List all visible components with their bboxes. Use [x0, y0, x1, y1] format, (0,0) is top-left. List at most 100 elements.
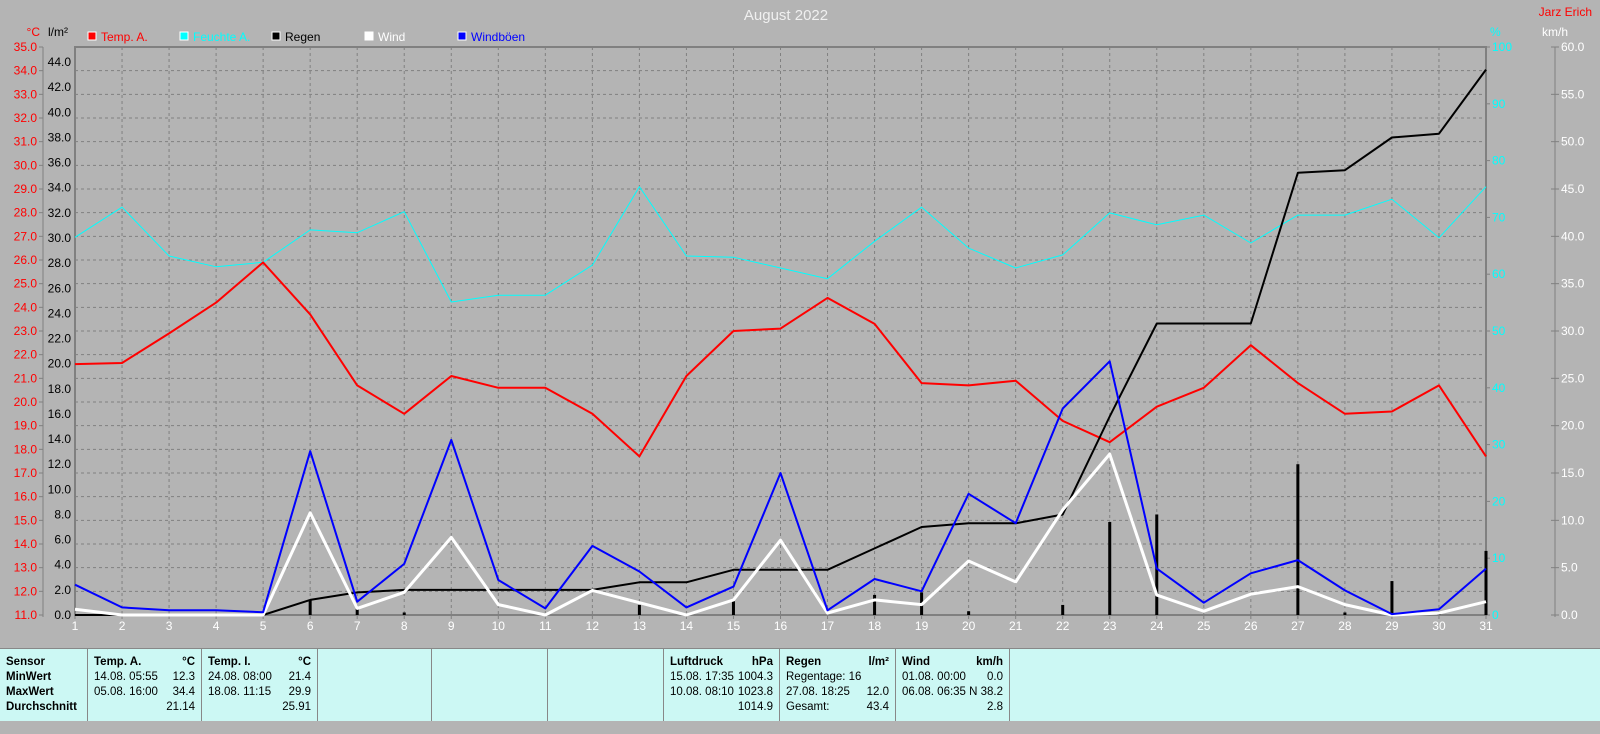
- x-tick-label: 16: [774, 619, 788, 633]
- wind-avg: 2.8: [987, 701, 1003, 713]
- temp-tick-label: 17.0: [14, 466, 38, 480]
- x-tick-label: 6: [307, 619, 314, 633]
- x-tick-label: 31: [1479, 619, 1493, 633]
- wind-column: Wind km/h 01.08. 00:00 0.0 06.08. 06:35 N 3…: [896, 649, 1010, 721]
- temp-tick-label: 20.0: [14, 395, 38, 409]
- rain-tick-label: 10.0: [48, 482, 72, 496]
- rain-tick-label: 30.0: [48, 231, 72, 245]
- rain-total-label: Gesamt:: [786, 701, 830, 713]
- temp-tick-label: 32.0: [14, 111, 38, 125]
- rain-tick-label: 36.0: [48, 156, 72, 170]
- legend-swatch-wind: [364, 31, 374, 41]
- wind-tick-label: 30.0: [1561, 324, 1585, 338]
- humidity-tick-label: 100: [1492, 40, 1512, 54]
- series-line-regen: [75, 69, 1487, 616]
- empty-column: [548, 649, 664, 721]
- temp-i-min-time: 24.08. 08:00: [208, 671, 272, 683]
- daily-rain-bar: [1061, 604, 1065, 615]
- humidity-tick-label: 10: [1492, 551, 1506, 565]
- daily-rain-bar: [1390, 581, 1394, 615]
- humidity-tick-label: 60: [1492, 267, 1506, 281]
- series-line-windben: [74, 360, 1487, 616]
- temp-tick-label: 15.0: [14, 513, 38, 527]
- x-tick-label: 22: [1056, 619, 1070, 633]
- temp-i-column: Temp. I. °C 24.08. 08:00 21.4 18.08. 11:15…: [202, 649, 318, 721]
- legend-label: Windböen: [471, 30, 525, 44]
- legend-swatch-windben: [457, 31, 467, 41]
- rain-column: Regen l/m² Regentage: 16 27.08. 18:25 12.0…: [780, 649, 896, 721]
- temp-tick-label: 34.0: [14, 64, 38, 78]
- pressure-min-time: 15.08. 17:35: [670, 671, 734, 683]
- temp-a-title: Temp. A.: [94, 656, 142, 668]
- daily-rain-bar: [1484, 550, 1488, 615]
- wind-tick-label: 35.0: [1561, 277, 1585, 291]
- label-sensor: Sensor: [6, 656, 45, 668]
- x-tick-label: 8: [401, 619, 408, 633]
- temp-tick-label: 19.0: [14, 419, 38, 433]
- humidity-tick-label: 30: [1492, 438, 1506, 452]
- x-tick-label: 18: [868, 619, 882, 633]
- rain-tick-label: 24.0: [48, 306, 72, 320]
- x-tick-label: 2: [119, 619, 126, 633]
- temp-i-unit: °C: [298, 656, 311, 668]
- temp-axis-unit: °C: [27, 25, 41, 39]
- x-tick-label: 11: [539, 619, 552, 633]
- series-line-feuchtea: [74, 186, 1487, 303]
- wind-tick-label: 5.0: [1561, 561, 1578, 575]
- pressure-unit: hPa: [751, 656, 773, 668]
- temp-tick-label: 33.0: [14, 87, 38, 101]
- x-tick-label: 1: [72, 619, 79, 633]
- x-tick-label: 4: [213, 619, 220, 633]
- pressure-max-time: 10.08. 08:10: [670, 686, 734, 698]
- series-line-wind: [74, 452, 1487, 617]
- temp-tick-label: 31.0: [14, 135, 38, 149]
- label-max: MaxWert: [6, 686, 54, 698]
- daily-rain-bar: [402, 612, 406, 615]
- daily-rain-bar: [873, 594, 877, 615]
- temp-i-min: 21.4: [288, 671, 311, 683]
- x-tick-label: 26: [1244, 619, 1258, 633]
- wind-max-time: 06.08. 06:35: [902, 686, 966, 698]
- x-tick-label: 14: [680, 619, 694, 633]
- chart-title: August 2022: [744, 7, 828, 24]
- wind-axis-unit: km/h: [1542, 25, 1568, 39]
- x-tick-label: 10: [492, 619, 506, 633]
- daily-rain-bar: [1343, 612, 1347, 615]
- temp-a-column: Temp. A. °C 14.08. 05:55 12.3 05.08. 16:00…: [88, 649, 202, 721]
- temp-tick-label: 28.0: [14, 206, 38, 220]
- daily-rain-bar: [967, 611, 971, 615]
- legend-swatch-tempa: [87, 31, 97, 41]
- wind-max: N 38.2: [969, 686, 1003, 698]
- rain-unit: l/m²: [868, 656, 889, 668]
- temp-tick-label: 21.0: [14, 371, 38, 385]
- humidity-tick-label: 40: [1492, 381, 1506, 395]
- rain-tick-label: 44.0: [48, 55, 72, 69]
- rain-max-time: 27.08. 18:25: [786, 686, 850, 698]
- x-tick-label: 23: [1103, 619, 1117, 633]
- wind-unit: km/h: [976, 656, 1003, 668]
- rain-tick-label: 34.0: [48, 181, 72, 195]
- legend-swatch-feuchtea: [179, 31, 189, 41]
- empty-column: [318, 649, 432, 721]
- rain-tick-label: 2.0: [54, 583, 71, 597]
- pressure-avg: 1014.9: [737, 701, 773, 713]
- wind-title: Wind: [902, 656, 930, 668]
- legend-label: Feuchte A.: [193, 30, 250, 44]
- x-tick-label: 7: [354, 619, 361, 633]
- wind-tick-label: 40.0: [1561, 229, 1585, 243]
- humidity-tick-label: 90: [1492, 97, 1506, 111]
- temp-tick-label: 18.0: [14, 442, 38, 456]
- wind-tick-label: 20.0: [1561, 419, 1585, 433]
- rain-days: Regentage: 16: [786, 671, 862, 683]
- rain-tick-label: 42.0: [48, 80, 72, 94]
- temp-i-title: Temp. I.: [208, 656, 251, 668]
- rain-tick-label: 18.0: [48, 382, 72, 396]
- temp-tick-label: 29.0: [14, 182, 38, 196]
- temp-i-max-time: 18.08. 11:15: [208, 686, 272, 698]
- x-tick-label: 17: [821, 619, 835, 633]
- humidity-tick-label: 20: [1492, 494, 1506, 508]
- temp-tick-label: 13.0: [14, 561, 38, 575]
- x-tick-label: 19: [915, 619, 929, 633]
- x-tick-label: 9: [448, 619, 455, 633]
- legend-label: Wind: [378, 30, 405, 44]
